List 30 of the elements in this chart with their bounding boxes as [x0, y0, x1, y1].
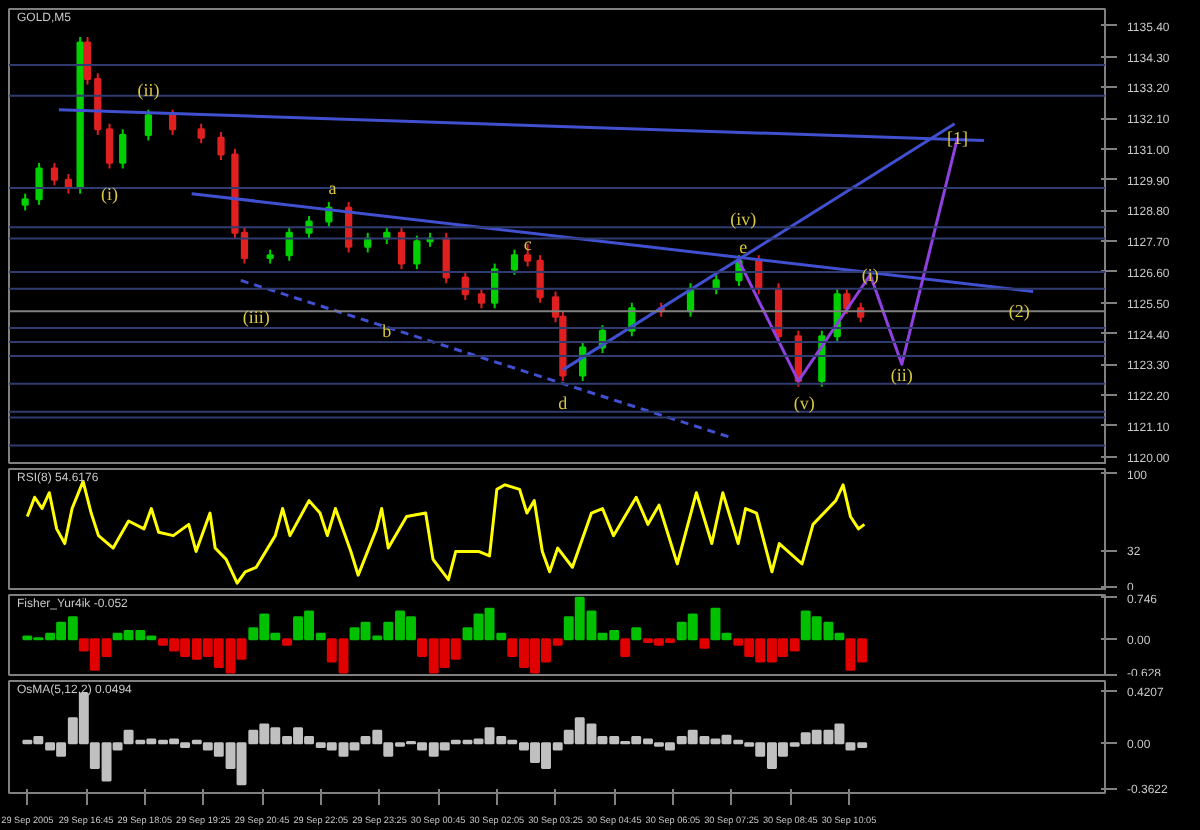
annotation: (v) — [793, 393, 815, 414]
annotation: c — [523, 233, 532, 254]
candlestick — [50, 161, 59, 187]
candlestick — [144, 108, 153, 142]
bar — [282, 638, 292, 646]
annotation: (ii) — [890, 365, 913, 386]
annotation: b — [382, 320, 393, 341]
bar — [620, 638, 631, 657]
annotation: d — [558, 393, 569, 414]
candlestick — [105, 122, 114, 170]
annotation: (ii) — [137, 80, 160, 101]
annotation: (i) — [861, 264, 879, 285]
annotation: (iv) — [730, 208, 757, 229]
candlestick — [197, 122, 205, 145]
candlestick — [35, 161, 43, 206]
candlestick — [119, 128, 127, 170]
annotation: (i) — [101, 183, 119, 204]
candlestick — [536, 254, 544, 304]
annotation: a — [328, 178, 337, 199]
candlestick — [217, 131, 225, 162]
candlestick — [397, 226, 406, 271]
candlestick — [510, 248, 519, 276]
candlestick — [168, 108, 177, 136]
annotation: e — [739, 236, 748, 257]
bar — [631, 627, 642, 641]
annotation: (iii) — [242, 306, 270, 327]
candlestick — [524, 242, 532, 268]
candlestick — [477, 287, 486, 310]
candlestick — [413, 234, 421, 271]
bar — [699, 638, 710, 649]
